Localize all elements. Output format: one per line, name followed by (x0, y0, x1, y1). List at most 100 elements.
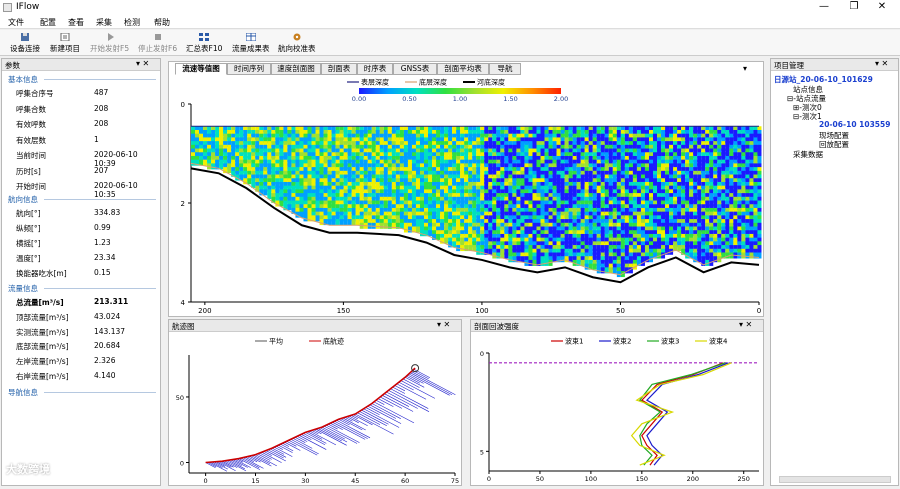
heatmap-cell (407, 159, 412, 166)
heatmap-cell (279, 126, 284, 133)
tab-velocity-profile[interactable]: 速度剖面图 (271, 63, 321, 75)
tree-node[interactable]: 现场配置 (819, 131, 849, 140)
heatmap-cell (608, 193, 613, 200)
heatmap-cell (528, 204, 533, 211)
heatmap-cell (456, 237, 461, 244)
menu-view[interactable]: 查看 (68, 18, 84, 27)
heatmap-cell (371, 129, 376, 136)
tree-node[interactable]: 采集数据 (793, 150, 823, 159)
heatmap-cell (644, 152, 649, 159)
panel-dropdown-close-icons[interactable]: ▾ ✕ (739, 320, 753, 329)
heatmap-cell (596, 133, 601, 140)
panel-pin-close-icons[interactable]: ▾ ✕ (136, 59, 150, 68)
menu-file[interactable]: 文件 (8, 18, 24, 27)
tree-node[interactable]: ⊞-测次0 (793, 103, 822, 112)
x-tick-label: 200 (687, 475, 699, 483)
minimize-button[interactable]: — (819, 1, 829, 12)
tab-timing-table[interactable]: 时序表 (357, 63, 393, 75)
heatmap-cell (323, 181, 328, 188)
velocity-vector (398, 381, 414, 391)
panel-pin-close-icons[interactable]: ▾ ✕ (875, 59, 889, 68)
heatmap-cell (500, 215, 505, 222)
heatmap-cell (709, 196, 714, 203)
heatmap-cell (387, 178, 392, 185)
close-button[interactable]: ✕ (877, 1, 887, 12)
heatmap-cell (757, 200, 762, 207)
stop-transmit-button[interactable]: 停止发射F6 (138, 32, 177, 54)
heatmap-cell (339, 129, 344, 136)
heatmap-cell (592, 163, 597, 170)
heatmap-cell (661, 133, 666, 140)
velocity-vector (336, 419, 371, 439)
velocity-vector (251, 455, 272, 467)
tree-node[interactable]: 回放配置 (819, 140, 849, 149)
heatmap-cell (737, 163, 742, 170)
heatmap-cell (375, 222, 380, 229)
tree-node[interactable]: 日源站_20-06-10_101629 (774, 75, 873, 84)
heatmap-cell (267, 148, 272, 155)
heatmap-cell (464, 207, 469, 214)
heatmap-cell (432, 193, 437, 200)
heatmap-cell (480, 245, 485, 252)
heatmap-cell (424, 226, 429, 233)
tab-profile-table[interactable]: 剖面表 (321, 63, 357, 75)
heatmap-cell (649, 215, 654, 222)
heatmap-cell (576, 163, 581, 170)
velocity-vector (282, 442, 290, 447)
heatmap-cell (701, 141, 706, 148)
heatmap-cell (468, 137, 473, 144)
heatmap-cell (239, 129, 244, 136)
heatmap-cell (709, 230, 714, 237)
tree-node[interactable]: ⊟-站点流量 (787, 94, 826, 103)
heatmap-cell (488, 189, 493, 196)
start-transmit-button[interactable]: 开始发射F5 (90, 32, 129, 54)
menu-config[interactable]: 配置 (40, 18, 56, 27)
heatmap-cell (311, 178, 316, 185)
heatmap-cell (636, 126, 641, 133)
heatmap-cell (275, 133, 280, 140)
heatmap-cell (673, 207, 678, 214)
heatmap-cell (556, 222, 561, 229)
tree-node[interactable]: ⊟-测次1 (793, 112, 822, 121)
dropdown-icon[interactable]: ▾ (743, 64, 748, 73)
tab-time-series[interactable]: 时间序列 (227, 63, 271, 75)
tree-node[interactable]: 20-06-10 103559 (819, 120, 891, 129)
heatmap-cell (411, 141, 416, 148)
heatmap-cell (500, 196, 505, 203)
tab-profile-average[interactable]: 剖面平均表 (437, 63, 489, 75)
heatmap-cell (299, 200, 304, 207)
heatmap-cell (532, 167, 537, 174)
device-connect-button[interactable]: 设备连接 (10, 32, 40, 54)
heading-calibration-button[interactable]: 航向校准表 (278, 32, 316, 54)
new-project-button[interactable]: 新建项目 (50, 32, 80, 54)
heatmap-cell (757, 219, 762, 226)
flow-result-table-button[interactable]: 流量成果表 (232, 32, 270, 54)
heatmap-cell (307, 133, 312, 140)
menu-check[interactable]: 检测 (124, 18, 140, 27)
heatmap-cell (620, 256, 625, 263)
tab-navigation[interactable]: 导航 (489, 63, 521, 75)
tab-gnss-table[interactable]: GNSS表 (393, 63, 437, 75)
heatmap-cell (721, 152, 726, 159)
heatmap-cell (476, 144, 481, 151)
heatmap-cell (737, 137, 742, 144)
maximize-button[interactable]: ❐ (849, 1, 859, 12)
heatmap-cell (331, 181, 336, 188)
heatmap-cell (737, 207, 742, 214)
heatmap-cell (524, 252, 529, 259)
summary-table-button[interactable]: 汇总表F10 (186, 32, 222, 54)
heatmap-cell (552, 148, 557, 155)
tab-velocity-contour[interactable]: 流速等值图 (175, 63, 227, 75)
heatmap-cell (741, 219, 746, 226)
heatmap-cell (448, 181, 453, 188)
tree-node[interactable]: 站点信息 (793, 85, 823, 94)
heatmap-cell (215, 155, 220, 162)
menu-acquire[interactable]: 采集 (96, 18, 112, 27)
heatmap-cell (500, 252, 505, 259)
heatmap-cell (375, 189, 380, 196)
menu-help[interactable]: 帮助 (154, 18, 170, 27)
horizontal-scrollbar[interactable] (779, 476, 891, 483)
heatmap-cell (580, 167, 585, 174)
heatmap-cell (580, 215, 585, 222)
panel-dropdown-close-icons[interactable]: ▾ ✕ (437, 320, 451, 329)
